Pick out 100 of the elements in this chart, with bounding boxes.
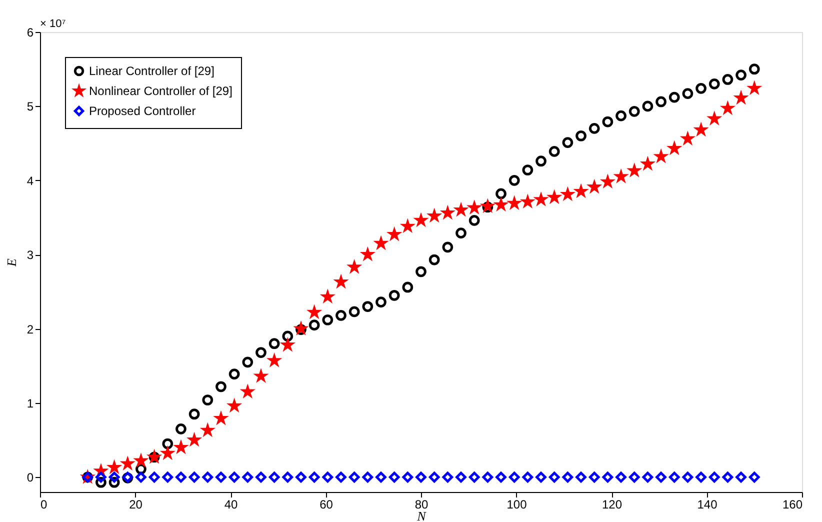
point [322, 314, 334, 326]
x-tick-label: 80 [414, 498, 428, 512]
point [256, 347, 266, 358]
point [522, 164, 534, 176]
point [602, 116, 614, 128]
point [616, 110, 626, 122]
point [642, 100, 654, 112]
point [562, 137, 574, 148]
point [388, 472, 400, 483]
point [428, 472, 440, 483]
point [668, 472, 680, 483]
point [682, 88, 694, 100]
x-tick-label: 100 [506, 498, 528, 512]
point [376, 472, 386, 483]
point [188, 472, 200, 483]
point [336, 472, 346, 483]
point [508, 174, 520, 186]
point [696, 472, 706, 483]
x-tick-label: 120 [602, 498, 622, 512]
point [496, 188, 506, 200]
legend-label: Proposed Controller [89, 104, 196, 118]
y-tick-label: 3 [26, 248, 34, 262]
point [708, 78, 720, 90]
point [176, 472, 186, 483]
x-tick-label: 20 [129, 498, 143, 512]
point [536, 156, 546, 167]
point [228, 472, 240, 483]
point [376, 296, 386, 308]
point [562, 472, 574, 483]
point [176, 424, 186, 434]
point [588, 123, 600, 134]
point [442, 242, 454, 253]
point [402, 282, 414, 293]
point [576, 472, 586, 483]
point [496, 472, 506, 483]
point [722, 74, 734, 85]
point [268, 338, 280, 350]
point [722, 472, 734, 483]
legend-label: Nonlinear Controller of [29] [89, 84, 232, 98]
x-tick-label: 60 [320, 498, 334, 512]
y-tick-label: 2 [26, 322, 34, 336]
y-tick-label: 5 [26, 100, 34, 114]
text: × 10⁷ [40, 18, 66, 30]
point [628, 472, 640, 483]
x-tick-label: 160 [782, 498, 803, 512]
point [416, 266, 426, 278]
point [96, 472, 106, 483]
point [136, 472, 146, 483]
point [642, 472, 654, 483]
point [548, 146, 560, 157]
point [602, 472, 614, 483]
point [228, 368, 240, 380]
x-tick-label: 0 [40, 498, 48, 512]
y-axis-title: E [4, 258, 19, 268]
point [162, 472, 174, 483]
point [282, 472, 294, 483]
point [656, 96, 666, 108]
point [456, 228, 466, 238]
point [468, 472, 480, 483]
point [162, 438, 174, 450]
y-tick-label: 1 [26, 396, 34, 410]
x-tick-label: 140 [697, 498, 718, 512]
point [522, 472, 534, 483]
point [362, 472, 374, 483]
x-axis-title: N [416, 508, 428, 522]
point [308, 472, 320, 483]
y-tick-label: 0 [26, 470, 34, 485]
point [216, 381, 226, 392]
point [628, 106, 640, 117]
point [108, 472, 120, 483]
y-tick-label: 4 [26, 174, 34, 188]
point [736, 472, 746, 483]
point [482, 472, 494, 483]
point [548, 472, 560, 483]
point [668, 92, 680, 103]
y-tick-label: 6 [26, 26, 34, 40]
point [348, 306, 360, 318]
point [322, 472, 334, 483]
point [242, 356, 254, 368]
point [348, 472, 360, 483]
point [282, 330, 294, 342]
point [696, 82, 706, 94]
point [508, 472, 520, 483]
point [456, 472, 466, 483]
point [748, 472, 760, 483]
point [296, 472, 306, 483]
point [402, 472, 414, 483]
point [268, 472, 280, 483]
point [682, 472, 694, 483]
point [216, 472, 226, 483]
point [188, 408, 200, 420]
point [536, 472, 546, 483]
point [202, 394, 214, 406]
point [468, 215, 480, 226]
point [202, 472, 214, 483]
point [256, 472, 266, 483]
point [242, 472, 254, 483]
point [362, 301, 374, 312]
point [616, 472, 626, 483]
point [388, 290, 400, 301]
